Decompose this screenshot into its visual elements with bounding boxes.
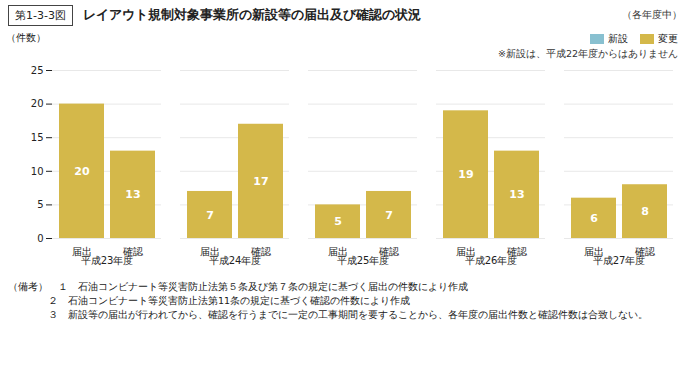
- svg-text:確認: 確認: [123, 245, 143, 257]
- svg-text:8: 8: [641, 205, 649, 218]
- svg-text:平成27年度: 平成27年度: [593, 255, 646, 266]
- svg-text:確認: 確認: [379, 245, 399, 257]
- svg-text:25: 25: [31, 65, 44, 76]
- svg-text:平成25年度: 平成25年度: [337, 255, 390, 266]
- svg-text:届出: 届出: [328, 245, 348, 257]
- svg-text:10: 10: [31, 166, 44, 177]
- svg-text:確認: 確認: [507, 245, 527, 257]
- html-text:３ 新設等の届出が行われてから、確認を行うまでに一定の工事期: ３ 新設等の届出が行われてから、確認を行うまでに一定の工事期間を要することから、…: [8, 309, 648, 320]
- html-text:※新設は、平成22年度からはありません: ※新設は、平成22年度からはありません: [497, 48, 678, 59]
- svg-text:届出: 届出: [200, 245, 220, 257]
- html-text:変更: 変更: [658, 33, 678, 44]
- svg-text:13: 13: [509, 188, 524, 201]
- svg-text:5: 5: [37, 199, 43, 210]
- svg-text:届出: 届出: [456, 245, 476, 257]
- html-text:（各年度中）: （各年度中）: [622, 9, 682, 20]
- svg-text:0: 0: [37, 233, 43, 244]
- svg-text:7: 7: [385, 209, 393, 222]
- svg-text:平成26年度: 平成26年度: [465, 255, 518, 266]
- svg-text:確認: 確認: [635, 245, 655, 257]
- svg-text:6: 6: [590, 212, 598, 225]
- svg-text:13: 13: [125, 188, 140, 201]
- html-text:（備考） １ 石油コンビナート等災害防止法第５条及び第７条の: （備考） １ 石油コンビナート等災害防止法第５条及び第７条の規定に基づく届出の件…: [8, 281, 468, 292]
- svg-text:20: 20: [31, 98, 44, 109]
- svg-text:15: 15: [31, 132, 44, 143]
- svg-text:届出: 届出: [72, 245, 92, 257]
- svg-text:7: 7: [206, 209, 214, 222]
- html-text:第1-3-3図: 第1-3-3図: [15, 8, 66, 22]
- svg-text:平成23年度: 平成23年度: [81, 255, 134, 266]
- svg-text:（件数）: （件数）: [6, 32, 46, 43]
- svg-text:届出: 届出: [584, 245, 604, 257]
- svg-text:19: 19: [458, 168, 473, 181]
- html-text:２ 石油コンビナート等災害防止法第11条の規定に基づく確認の: ２ 石油コンビナート等災害防止法第11条の規定に基づく確認の件数により作成: [8, 295, 411, 306]
- html-text:レイアウト規制対象事業所の新設等の届出及び確認の状況: レイアウト規制対象事業所の新設等の届出及び確認の状況: [82, 7, 421, 22]
- html-text:新設: 新設: [608, 33, 628, 44]
- svg-text:5: 5: [334, 215, 342, 228]
- svg-text:20: 20: [74, 165, 90, 178]
- svg-text:確認: 確認: [251, 245, 271, 257]
- svg-text:平成24年度: 平成24年度: [209, 255, 262, 266]
- svg-text:17: 17: [253, 175, 268, 188]
